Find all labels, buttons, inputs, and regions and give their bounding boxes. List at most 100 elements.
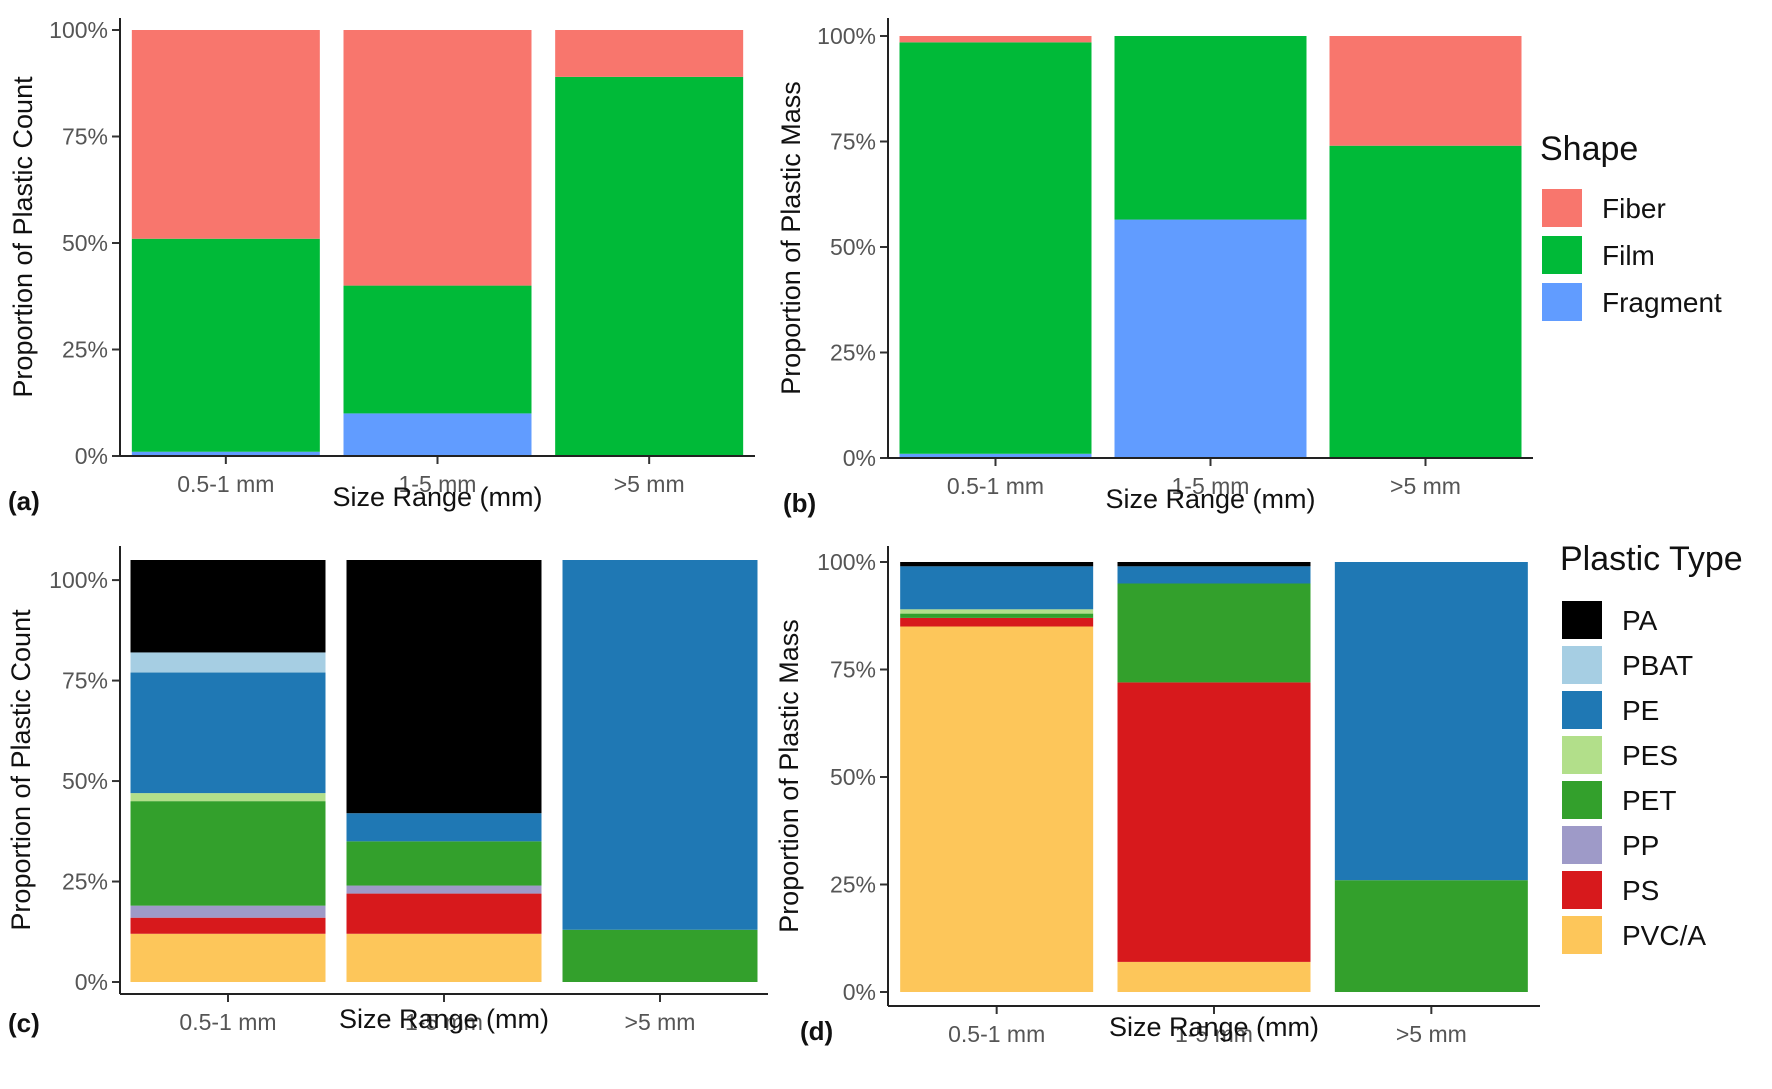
x-axis-title: Size Range (mm) bbox=[1105, 484, 1315, 514]
bar-d-2-pet bbox=[1334, 880, 1528, 992]
x-tick-label: 1-5 mm bbox=[399, 471, 477, 497]
legend-label: PA bbox=[1622, 605, 1658, 636]
bar-c-0-pp bbox=[130, 905, 326, 918]
panel-label: (b) bbox=[783, 488, 816, 518]
bar-b-2-fiber bbox=[1329, 36, 1522, 146]
legend-title: Shape bbox=[1540, 130, 1638, 168]
bar-d-0-pet bbox=[900, 613, 1094, 618]
x-axis-title: Size Range (mm) bbox=[332, 482, 542, 512]
bar-d-1-ps bbox=[1117, 682, 1311, 962]
legend-swatch-pet bbox=[1562, 781, 1602, 819]
legend-label: Fragment bbox=[1602, 287, 1722, 318]
y-tick-label: 50% bbox=[62, 230, 108, 256]
bar-d-2-pe bbox=[1334, 562, 1528, 881]
x-tick-label: >5 mm bbox=[614, 471, 685, 497]
bar-c-1-pa bbox=[346, 560, 542, 814]
bar-a-1-film bbox=[343, 285, 532, 414]
panel-c: 0.5-1 mm 1-5 mm >5 mm 0% 25% 50% 75% 100% Size R… bbox=[6, 546, 768, 1038]
bar-c-0-pbat bbox=[130, 652, 326, 673]
bar-c-1-pvca bbox=[346, 933, 542, 982]
bar-d-0-pvca bbox=[900, 626, 1094, 992]
x-tick-label: >5 mm bbox=[625, 1009, 696, 1035]
y-tick-label: 25% bbox=[62, 337, 108, 363]
legend-label: PVC/A bbox=[1622, 920, 1706, 951]
legend-swatch-pa bbox=[1562, 601, 1602, 639]
panel-label: (c) bbox=[8, 1008, 40, 1038]
y-tick-label: 25% bbox=[830, 340, 876, 366]
legend-label: Film bbox=[1602, 240, 1655, 271]
x-tick-label: 1-5 mm bbox=[1172, 473, 1250, 499]
legend-swatch-pp bbox=[1562, 826, 1602, 864]
legend-label: PES bbox=[1622, 740, 1678, 771]
bar-c-0-pe bbox=[130, 672, 326, 794]
x-tick-label: >5 mm bbox=[1396, 1021, 1467, 1047]
legend-swatch-fiber bbox=[1542, 189, 1582, 227]
bar-d-0-ps bbox=[900, 617, 1094, 627]
legend-label: PBAT bbox=[1622, 650, 1693, 681]
y-tick-label: 0% bbox=[75, 443, 108, 469]
bar-a-2-fiber bbox=[555, 30, 744, 77]
y-tick-label: 75% bbox=[830, 657, 876, 683]
y-tick-label: 100% bbox=[49, 17, 108, 43]
legend-label: PET bbox=[1622, 785, 1676, 816]
y-tick-label: 50% bbox=[62, 768, 108, 794]
legend-swatch-fragment bbox=[1542, 283, 1582, 321]
bar-b-0-fragment bbox=[899, 453, 1092, 458]
bar-c-1-pet bbox=[346, 841, 542, 886]
x-tick-label: 0.5-1 mm bbox=[179, 1009, 276, 1035]
x-tick-label: 0.5-1 mm bbox=[947, 473, 1044, 499]
x-tick-label: 0.5-1 mm bbox=[177, 471, 274, 497]
y-tick-label: 100% bbox=[817, 549, 876, 575]
legend-label: PE bbox=[1622, 695, 1659, 726]
bar-a-0-film bbox=[131, 238, 320, 452]
bar-d-1-pet bbox=[1117, 583, 1311, 683]
y-tick-label: 25% bbox=[62, 869, 108, 895]
y-tick-label: 75% bbox=[830, 129, 876, 155]
y-tick-label: 75% bbox=[62, 668, 108, 694]
bar-c-0-pvca bbox=[130, 933, 326, 982]
x-axis-title: Size Range (mm) bbox=[1109, 1012, 1319, 1042]
bar-c-2-pet bbox=[562, 929, 758, 982]
y-tick-label: 100% bbox=[49, 567, 108, 593]
bar-a-1-fragment bbox=[343, 413, 532, 456]
bar-d-1-pa bbox=[1117, 562, 1311, 567]
bar-c-1-pp bbox=[346, 885, 542, 894]
legend-shape: Shape Fiber Film Fragment bbox=[1540, 130, 1722, 321]
x-axis-title: Size Range (mm) bbox=[339, 1004, 549, 1034]
bar-a-1-fiber bbox=[343, 30, 532, 286]
bar-c-1-pe bbox=[346, 813, 542, 842]
legend-label: Fiber bbox=[1602, 193, 1666, 224]
x-tick-label: 1-5 mm bbox=[1175, 1021, 1253, 1047]
x-tick-label: 0.5-1 mm bbox=[948, 1021, 1045, 1047]
legend-title: Plastic Type bbox=[1560, 540, 1743, 578]
legend-swatch-film bbox=[1542, 236, 1582, 274]
y-tick-label: 0% bbox=[75, 969, 108, 995]
legend-swatch-pbat bbox=[1562, 646, 1602, 684]
legend-label: PP bbox=[1622, 830, 1659, 861]
panel-b: 0.5-1 mm 1-5 mm >5 mm 0% 25% 50% 75% 100% Size R… bbox=[776, 18, 1533, 518]
y-tick-label: 75% bbox=[62, 124, 108, 150]
y-tick-label: 50% bbox=[830, 234, 876, 260]
y-axis-title: Proportion of Plastic Count bbox=[6, 609, 36, 931]
y-tick-label: 0% bbox=[843, 979, 876, 1005]
y-tick-label: 25% bbox=[830, 872, 876, 898]
y-axis-title: Proportion of Plastic Count bbox=[8, 76, 38, 398]
bar-d-0-pe bbox=[900, 566, 1094, 610]
legend-swatch-ps bbox=[1562, 871, 1602, 909]
legend-swatch-pes bbox=[1562, 736, 1602, 774]
panel-a: 0.5-1 mm 1-5 mm >5 mm 0% 25% 50% 75% 100% Size R… bbox=[8, 17, 755, 516]
bar-c-1-ps bbox=[346, 893, 542, 934]
panel-d: 0.5-1 mm 1-5 mm >5 mm 0% 25% 50% 75% 100% Size R… bbox=[774, 546, 1540, 1047]
bar-a-0-fragment bbox=[131, 451, 320, 456]
bar-d-0-pes bbox=[900, 609, 1094, 614]
bar-b-2-film bbox=[1329, 145, 1522, 458]
legend-plastic-type: Plastic Type PA PBAT PE PES PET PP PS PVC/A bbox=[1560, 540, 1743, 954]
bar-b-1-film bbox=[1114, 36, 1307, 220]
legend-swatch-pe bbox=[1562, 691, 1602, 729]
x-tick-label: >5 mm bbox=[1390, 473, 1461, 499]
panel-label: (d) bbox=[800, 1016, 833, 1046]
bar-c-0-ps bbox=[130, 917, 326, 934]
y-tick-label: 0% bbox=[843, 445, 876, 471]
legend-swatch-pvca bbox=[1562, 916, 1602, 954]
